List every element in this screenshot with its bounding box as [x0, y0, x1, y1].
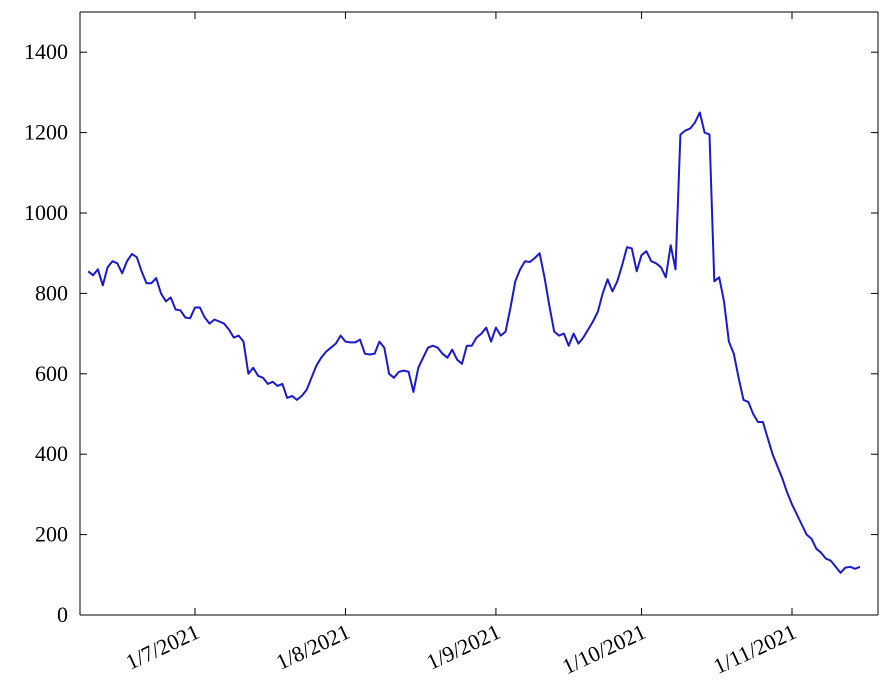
x-axis-ticks: 1/7/2021 1/8/2021 1/9/2021 1/10/2021 1/11/20… — [122, 12, 800, 679]
y-tick-label: 1400 — [24, 39, 68, 64]
series-line — [87, 111, 861, 574]
x-tick-label: 1/10/2021 — [558, 619, 649, 679]
y-tick-label: 800 — [35, 280, 68, 305]
x-tick-label: 1/8/2021 — [272, 619, 353, 675]
x-tick-label: 1/7/2021 — [122, 619, 203, 675]
series-group — [87, 111, 861, 574]
y-axis-ticks: 0 200 400 600 800 1000 1200 1400 — [24, 39, 878, 627]
x-tick-label: 1/11/2021 — [709, 619, 800, 679]
plot-frame — [79, 11, 879, 616]
x-tick-label: 1/9/2021 — [423, 619, 504, 675]
y-tick-label: 0 — [57, 602, 68, 627]
y-tick-label: 1000 — [24, 200, 68, 225]
y-tick-label: 600 — [35, 361, 68, 386]
y-tick-label: 200 — [35, 522, 68, 547]
y-tick-label: 400 — [35, 441, 68, 466]
y-tick-label: 1200 — [24, 120, 68, 145]
